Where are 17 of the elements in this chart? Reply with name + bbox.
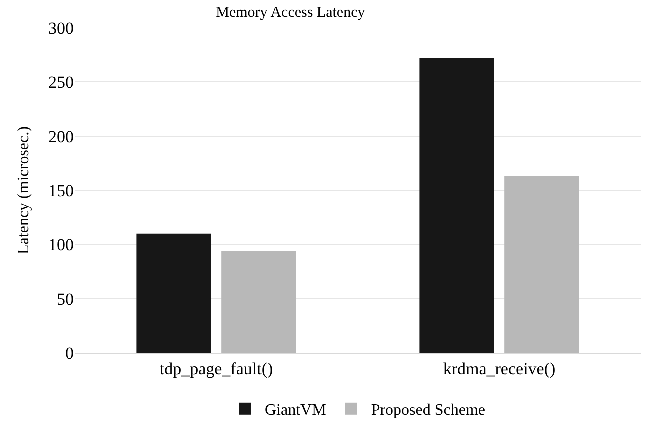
x-tick-label: tdp_page_fault() xyxy=(160,359,274,378)
bar xyxy=(504,176,580,353)
y-axis-title: Latency (microsec.) xyxy=(15,126,32,254)
y-tick-label: 300 xyxy=(48,18,74,38)
y-tick-label: 50 xyxy=(57,290,74,309)
y-tick-label: 250 xyxy=(48,73,74,92)
y-tick-label: 150 xyxy=(48,181,74,200)
legend-label: Proposed Scheme xyxy=(371,402,486,420)
bar xyxy=(222,251,296,353)
bar xyxy=(136,234,212,353)
chart-title: Memory Access Latency xyxy=(216,4,366,21)
legend-label: GiantVM xyxy=(265,402,326,420)
y-tick-label: 200 xyxy=(48,127,74,146)
y-tick-label: 0 xyxy=(66,344,74,363)
bar xyxy=(420,58,494,353)
x-tick-label: krdma_receive() xyxy=(443,359,556,378)
y-tick-label: 100 xyxy=(48,236,74,255)
